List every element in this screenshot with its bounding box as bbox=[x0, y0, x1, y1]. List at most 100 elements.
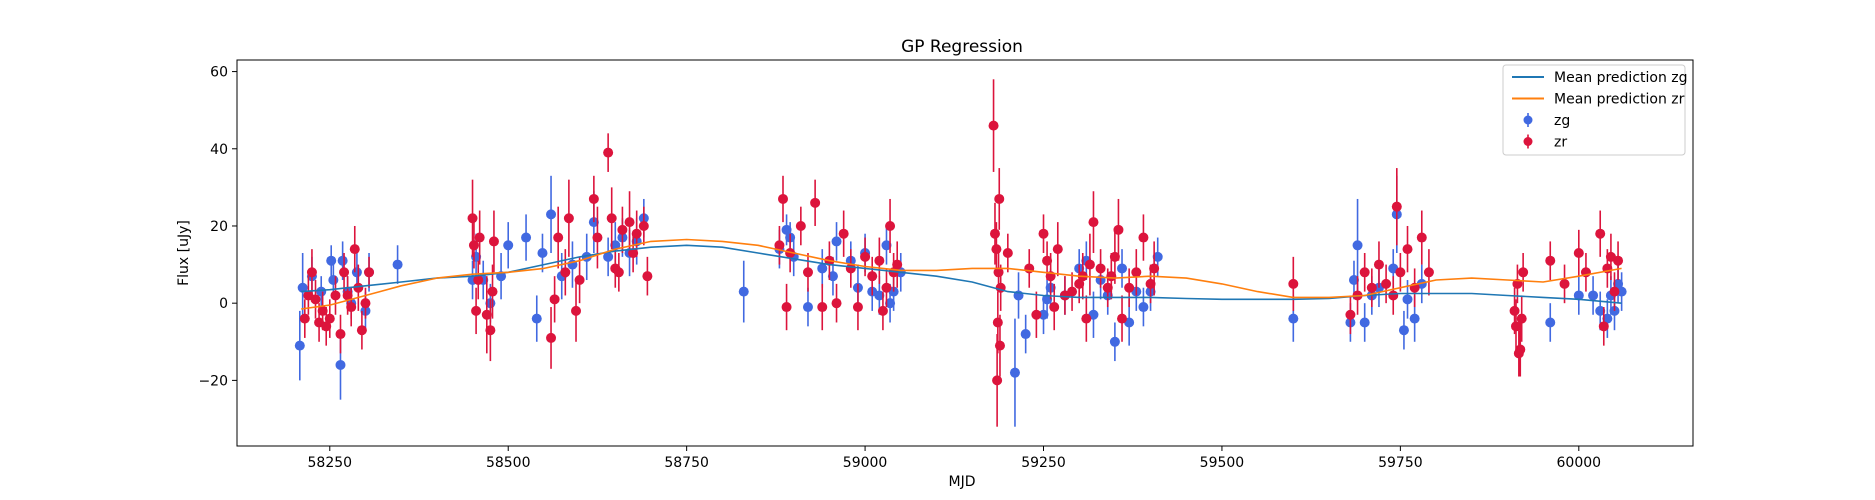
legend-marker-swatch bbox=[1523, 115, 1533, 125]
data-point bbox=[392, 259, 403, 270]
data-point bbox=[810, 197, 821, 208]
data-point bbox=[1402, 294, 1413, 305]
data-point bbox=[488, 236, 499, 247]
data-point bbox=[1545, 317, 1556, 328]
data-point bbox=[1515, 344, 1526, 355]
data-point bbox=[1049, 302, 1060, 313]
data-point bbox=[860, 251, 871, 262]
data-point bbox=[1042, 294, 1053, 305]
data-point bbox=[560, 267, 571, 278]
data-point bbox=[1102, 282, 1113, 293]
data-point bbox=[638, 220, 649, 231]
data-point bbox=[1038, 309, 1049, 320]
data-point bbox=[1131, 267, 1142, 278]
data-point bbox=[317, 305, 328, 316]
data-point bbox=[1052, 244, 1063, 255]
data-point bbox=[994, 193, 1005, 204]
data-point bbox=[1613, 278, 1624, 289]
data-point bbox=[1509, 305, 1520, 316]
data-point bbox=[546, 332, 557, 343]
data-point bbox=[487, 286, 498, 297]
data-point bbox=[324, 313, 335, 324]
data-point bbox=[781, 224, 792, 235]
data-point bbox=[1345, 309, 1356, 320]
data-point bbox=[335, 359, 346, 370]
legend-marker-swatch bbox=[1523, 137, 1533, 146]
data-point bbox=[1402, 244, 1413, 255]
x-axis-label: MJD bbox=[949, 474, 976, 490]
data-point bbox=[1081, 313, 1092, 324]
data-point bbox=[328, 275, 339, 286]
data-point bbox=[364, 267, 375, 278]
data-point bbox=[481, 309, 492, 320]
data-point bbox=[1084, 259, 1095, 270]
data-point bbox=[1518, 267, 1529, 278]
y-tick-label: 20 bbox=[210, 219, 228, 235]
data-point bbox=[831, 236, 842, 247]
x-tick-label: 59000 bbox=[843, 455, 888, 471]
data-point bbox=[827, 271, 838, 282]
data-point bbox=[802, 267, 813, 278]
y-tick-label: 60 bbox=[210, 65, 228, 81]
data-point bbox=[1416, 232, 1427, 243]
plot-frame bbox=[236, 59, 1694, 447]
data-point bbox=[642, 271, 653, 282]
data-point bbox=[546, 209, 557, 220]
data-point bbox=[356, 325, 367, 336]
data-point bbox=[1117, 263, 1128, 274]
data-point bbox=[1109, 251, 1120, 262]
data-point bbox=[1024, 263, 1035, 274]
x-tick-label: 59750 bbox=[1378, 455, 1423, 471]
data-point bbox=[1138, 232, 1149, 243]
y-tick-label: 0 bbox=[219, 296, 228, 312]
legend-label: zr bbox=[1554, 135, 1567, 151]
data-point bbox=[342, 290, 353, 301]
data-point bbox=[885, 220, 896, 231]
data-point bbox=[1381, 278, 1392, 289]
data-point bbox=[1145, 278, 1156, 289]
data-point bbox=[326, 255, 337, 266]
data-point bbox=[874, 255, 885, 266]
y-axis: −20 0 20 40 60 bbox=[198, 65, 237, 389]
data-point bbox=[1395, 267, 1406, 278]
data-point bbox=[553, 232, 564, 243]
data-point bbox=[838, 228, 849, 239]
legend-label: zg bbox=[1554, 113, 1570, 129]
data-point bbox=[310, 294, 321, 305]
data-point bbox=[1391, 201, 1402, 212]
data-point bbox=[1117, 313, 1128, 324]
series-zr bbox=[299, 79, 1624, 427]
data-point bbox=[989, 228, 1000, 239]
data-point bbox=[1352, 240, 1363, 251]
data-point bbox=[1152, 251, 1163, 262]
data-point bbox=[521, 232, 532, 243]
x-tick-label: 58250 bbox=[308, 455, 353, 471]
data-point bbox=[817, 302, 828, 313]
data-point bbox=[1510, 321, 1521, 332]
data-point bbox=[1009, 367, 1020, 378]
data-point bbox=[1388, 290, 1399, 301]
data-point bbox=[613, 267, 624, 278]
data-point bbox=[1398, 325, 1409, 336]
x-axis: 58250 58500 58750 59000 59250 59500 59750 60000 bbox=[308, 446, 1601, 471]
y-axis-label: Flux [uJy] bbox=[176, 220, 192, 286]
data-point bbox=[503, 240, 514, 251]
data-point bbox=[297, 282, 308, 293]
data-point bbox=[1359, 267, 1370, 278]
data-point bbox=[474, 232, 485, 243]
data-point bbox=[1598, 321, 1609, 332]
data-point bbox=[631, 228, 642, 239]
data-point bbox=[831, 298, 842, 309]
data-point bbox=[994, 340, 1005, 351]
legend-label: Mean prediction zg bbox=[1554, 70, 1688, 86]
x-tick-label: 59250 bbox=[1021, 455, 1066, 471]
x-tick-label: 58500 bbox=[486, 455, 531, 471]
legend-label: Mean prediction zr bbox=[1554, 92, 1685, 108]
data-point bbox=[321, 321, 332, 332]
data-point bbox=[992, 317, 1003, 328]
data-point bbox=[1109, 336, 1120, 347]
data-point bbox=[353, 282, 364, 293]
data-point bbox=[1588, 290, 1599, 301]
data-point bbox=[306, 267, 317, 278]
data-point bbox=[877, 305, 888, 316]
